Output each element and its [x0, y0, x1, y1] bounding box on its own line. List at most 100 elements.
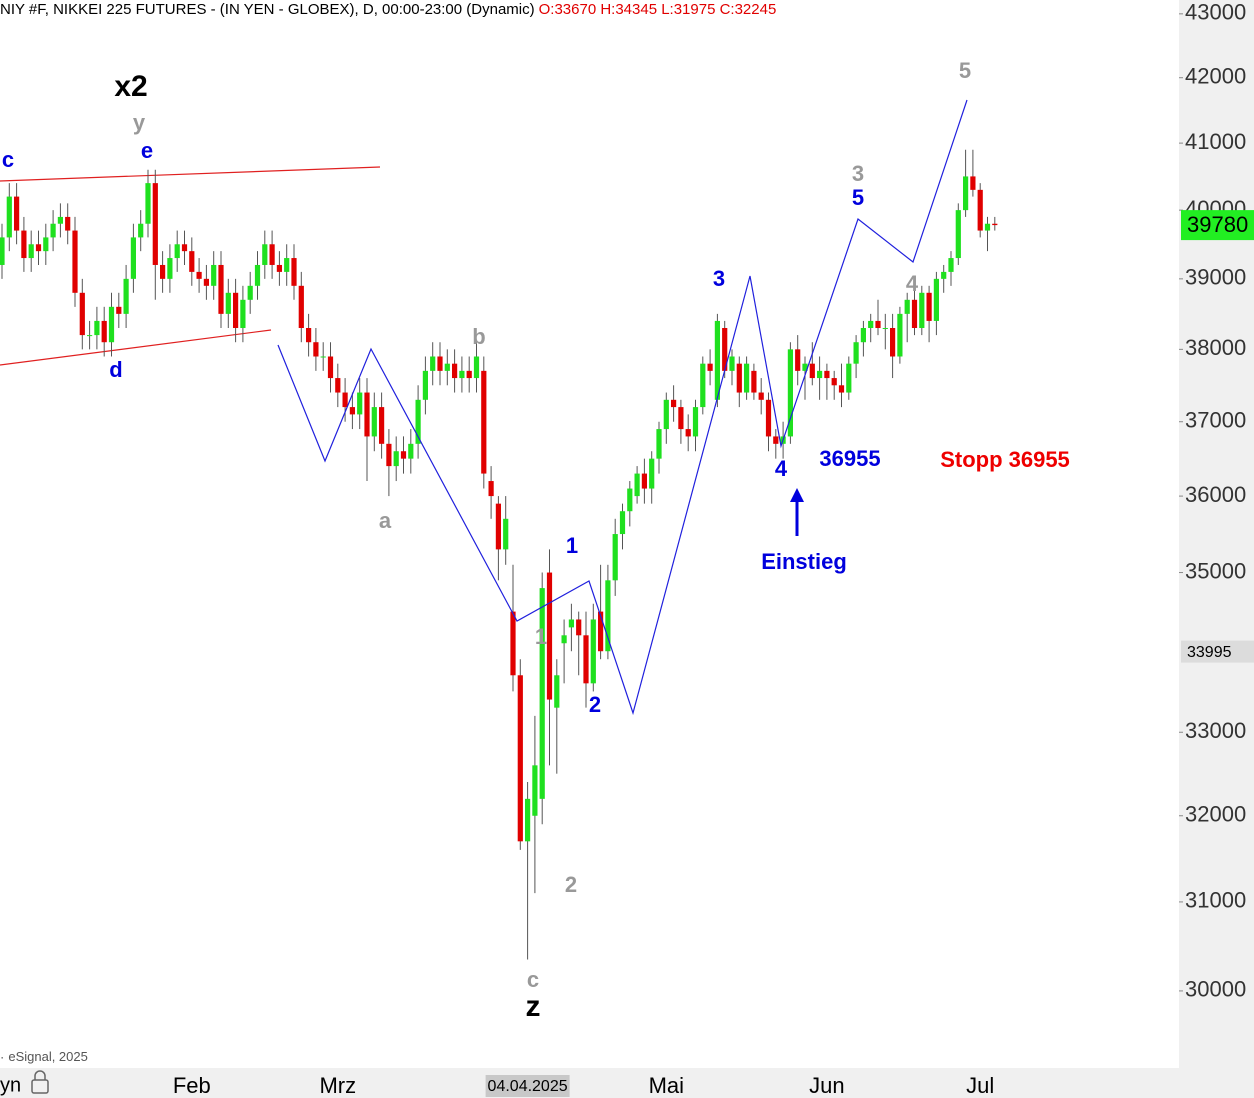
candle-body: [890, 328, 896, 357]
marker-price-label: 33995: [1187, 644, 1232, 661]
candle-body: [393, 451, 399, 467]
candle-body: [758, 392, 764, 400]
crosshair-date-box: [485, 1075, 570, 1097]
candle-body: [349, 407, 355, 415]
candle-body: [641, 473, 647, 489]
candle-body: [722, 328, 728, 371]
candle-body: [65, 216, 71, 231]
y-tick-label: 39000: [1185, 265, 1246, 290]
wave-label: y: [133, 110, 146, 135]
wave-label: c: [2, 147, 14, 172]
marker-price-box: [1181, 640, 1254, 663]
candle-body: [911, 299, 918, 329]
candle-body: [948, 258, 954, 272]
x-axis-panel: [0, 1068, 1254, 1098]
candle-body: [240, 299, 246, 329]
candle-body: [174, 244, 180, 259]
candle-body: [79, 292, 85, 336]
upper-trend-line: [0, 166, 381, 182]
candle-body: [619, 511, 626, 535]
candle-body: [977, 189, 983, 231]
candle-body: [568, 619, 574, 628]
wave-label: 36955: [819, 446, 880, 471]
x-tick-label: 04.04.2025: [488, 1078, 568, 1095]
candle-body: [765, 399, 772, 437]
candle-body: [306, 328, 312, 343]
wave-label: 2: [589, 692, 601, 717]
candle-body: [941, 271, 947, 279]
wave-label: 3: [713, 266, 725, 291]
wave-path: [277, 99, 968, 716]
candle-body: [87, 335, 93, 337]
candle-body: [408, 443, 414, 459]
candle-body: [43, 237, 49, 252]
candle-body: [94, 320, 100, 336]
x-tick-label: Jul: [966, 1073, 994, 1098]
candle-body: [744, 363, 750, 393]
candle-body: [904, 299, 910, 314]
candle-body: [254, 264, 261, 286]
candle-body: [14, 196, 20, 231]
candle-body: [707, 363, 713, 371]
y-tick-label: 35000: [1185, 558, 1246, 583]
candle-body: [21, 230, 27, 259]
candle-body: [510, 611, 516, 676]
x-tick-label: Jun: [809, 1073, 844, 1098]
candle-body: [342, 392, 348, 408]
candle-body: [35, 244, 42, 252]
candle-body: [671, 399, 677, 408]
candle-body: [612, 534, 618, 581]
candle-body: [605, 580, 611, 652]
candle-body: [160, 264, 166, 279]
candle-body: [598, 611, 604, 652]
lock-shackle: [34, 1070, 46, 1080]
x-tick-label: Mrz: [319, 1073, 356, 1098]
candle-body: [824, 370, 830, 379]
candle-body: [218, 264, 224, 314]
candle-body: [787, 349, 793, 437]
candle-body: [481, 370, 487, 474]
candle-body: [0, 237, 5, 265]
candle-body: [955, 210, 961, 259]
candle-body: [963, 176, 969, 211]
candle-body: [145, 183, 151, 224]
wave-label: 4: [906, 271, 919, 296]
candle-body: [459, 370, 465, 379]
candle-body: [116, 306, 122, 314]
candle-body: [970, 176, 976, 190]
candle-body: [379, 407, 385, 444]
wave-label: Stopp 36955: [940, 447, 1070, 472]
candle-body: [809, 363, 815, 379]
candle-body: [933, 278, 939, 321]
candle-body: [503, 518, 509, 550]
candle-body: [225, 292, 231, 314]
candle-body: [897, 313, 903, 357]
candle-body: [868, 320, 874, 329]
candle-body: [795, 349, 801, 371]
candle-body: [992, 223, 998, 226]
candle-body: [152, 183, 158, 265]
candle-body: [532, 765, 538, 816]
candle-body: [28, 244, 34, 259]
candle-body: [291, 258, 297, 286]
y-tick-label: 32000: [1185, 802, 1246, 827]
candle-body: [846, 363, 852, 393]
candle-body: [284, 258, 290, 272]
wave-label: Einstieg: [761, 549, 847, 574]
candle-body: [108, 306, 115, 343]
wave-label: 1: [535, 624, 547, 649]
footer-left: yn: [0, 1074, 21, 1096]
x-tick-label: Feb: [173, 1073, 211, 1098]
candle-body: [875, 320, 881, 329]
y-tick-label: 33000: [1185, 718, 1246, 743]
candle-body: [590, 619, 596, 684]
candle-body: [130, 237, 136, 279]
candle-body: [181, 244, 188, 252]
candle-body: [335, 378, 341, 393]
candle-body: [554, 675, 560, 708]
ohlc-summary: O:33670 H:34345 L:31975 C:32245: [539, 1, 777, 18]
x-tick-label: Mai: [649, 1073, 684, 1098]
candle-body: [327, 356, 334, 379]
